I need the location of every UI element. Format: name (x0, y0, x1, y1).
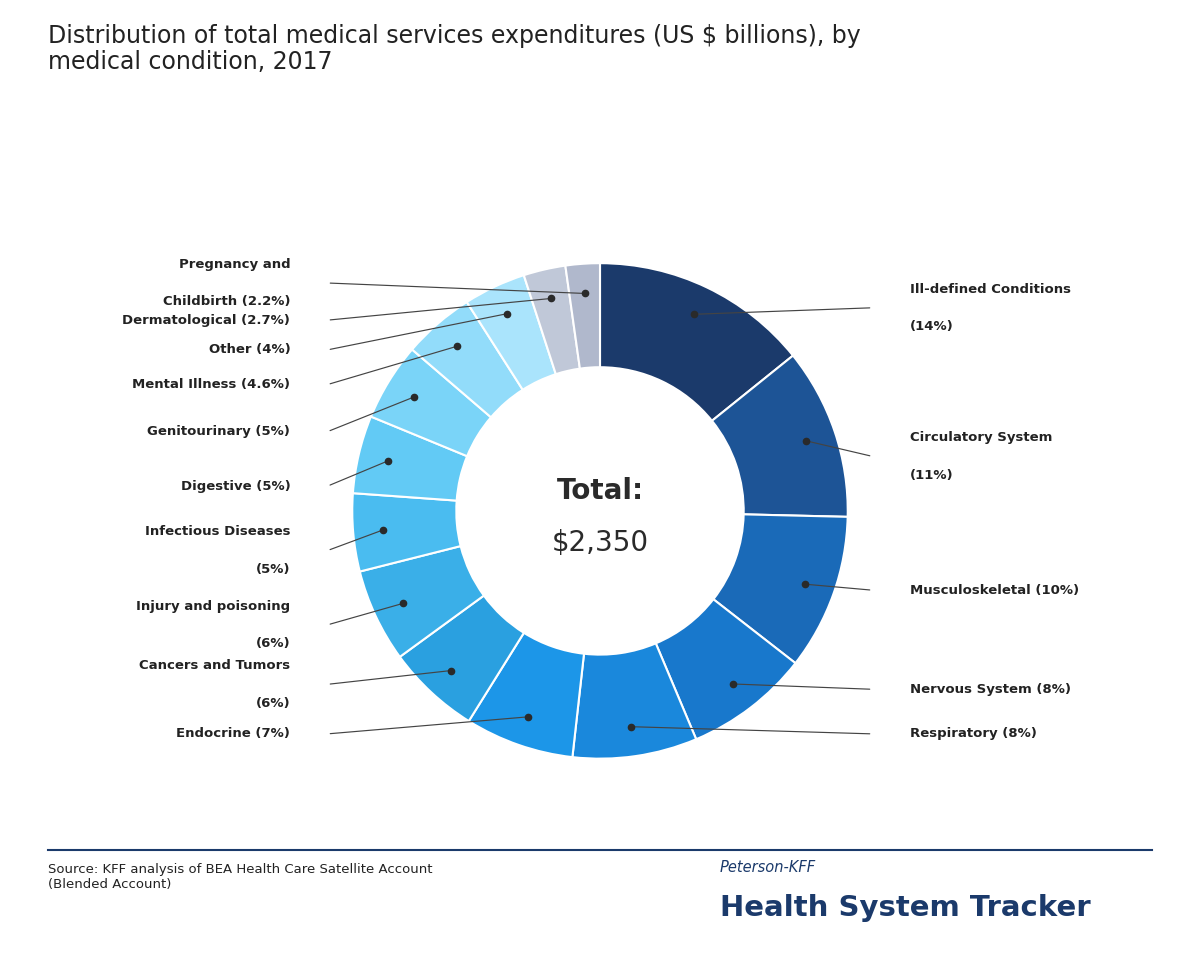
Text: Ill-defined Conditions: Ill-defined Conditions (910, 282, 1070, 296)
Text: Circulatory System: Circulatory System (910, 431, 1052, 444)
Wedge shape (360, 546, 484, 656)
Text: Health System Tracker: Health System Tracker (720, 894, 1091, 922)
Text: Respiratory (8%): Respiratory (8%) (910, 728, 1037, 740)
Wedge shape (371, 350, 491, 456)
Text: (6%): (6%) (256, 697, 290, 710)
Text: Musculoskeletal (10%): Musculoskeletal (10%) (910, 583, 1079, 597)
Wedge shape (400, 596, 524, 721)
Wedge shape (712, 356, 847, 517)
Text: Total:: Total: (557, 477, 643, 505)
Text: Mental Illness (4.6%): Mental Illness (4.6%) (132, 378, 290, 391)
Wedge shape (353, 494, 461, 572)
Text: Childbirth (2.2%): Childbirth (2.2%) (163, 295, 290, 308)
Text: Digestive (5%): Digestive (5%) (180, 480, 290, 493)
Text: Nervous System (8%): Nervous System (8%) (910, 683, 1070, 696)
Text: Endocrine (7%): Endocrine (7%) (176, 728, 290, 740)
Text: Peterson-KFF: Peterson-KFF (720, 860, 816, 875)
Wedge shape (713, 515, 847, 663)
Text: (14%): (14%) (910, 320, 954, 333)
Wedge shape (600, 263, 793, 421)
Text: medical condition, 2017: medical condition, 2017 (48, 50, 332, 74)
Text: Distribution of total medical services expenditures (US $ billions), by: Distribution of total medical services e… (48, 24, 860, 48)
Text: Infectious Diseases: Infectious Diseases (145, 525, 290, 538)
Text: Dermatological (2.7%): Dermatological (2.7%) (122, 313, 290, 327)
Wedge shape (469, 632, 584, 757)
Wedge shape (565, 263, 600, 368)
Text: (11%): (11%) (910, 469, 953, 482)
Text: Pregnancy and: Pregnancy and (179, 257, 290, 271)
Text: Cancers and Tumors: Cancers and Tumors (139, 659, 290, 672)
Wedge shape (572, 643, 696, 759)
Wedge shape (655, 600, 796, 739)
Text: (5%): (5%) (256, 563, 290, 576)
Wedge shape (467, 275, 556, 389)
Text: Genitourinary (5%): Genitourinary (5%) (148, 425, 290, 439)
Text: Source: KFF analysis of BEA Health Care Satellite Account
(Blended Account): Source: KFF analysis of BEA Health Care … (48, 863, 432, 891)
Text: Other (4%): Other (4%) (209, 343, 290, 357)
Text: $2,350: $2,350 (552, 529, 648, 557)
Wedge shape (524, 266, 580, 374)
Wedge shape (353, 416, 467, 500)
Wedge shape (412, 302, 523, 417)
Text: Injury and poisoning: Injury and poisoning (136, 600, 290, 612)
Text: (6%): (6%) (256, 637, 290, 650)
